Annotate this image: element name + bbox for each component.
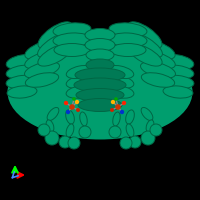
Ellipse shape <box>66 65 94 79</box>
Ellipse shape <box>110 44 146 56</box>
Circle shape <box>68 137 80 149</box>
Circle shape <box>150 124 162 136</box>
Circle shape <box>120 110 124 114</box>
Ellipse shape <box>141 107 153 121</box>
Ellipse shape <box>109 33 147 47</box>
Circle shape <box>115 104 121 110</box>
Circle shape <box>129 136 141 148</box>
Ellipse shape <box>141 73 175 87</box>
Circle shape <box>111 100 115 104</box>
Circle shape <box>141 131 155 145</box>
Ellipse shape <box>53 23 91 37</box>
Ellipse shape <box>146 120 154 132</box>
Circle shape <box>69 104 75 110</box>
Ellipse shape <box>126 110 134 124</box>
Ellipse shape <box>38 44 72 66</box>
Ellipse shape <box>106 65 134 79</box>
Ellipse shape <box>126 124 134 137</box>
Ellipse shape <box>80 112 87 126</box>
Ellipse shape <box>25 51 59 69</box>
Ellipse shape <box>74 78 126 92</box>
Ellipse shape <box>25 62 59 78</box>
Ellipse shape <box>6 65 38 79</box>
Ellipse shape <box>66 76 94 88</box>
Ellipse shape <box>25 41 59 59</box>
Circle shape <box>45 131 59 145</box>
Ellipse shape <box>54 44 90 56</box>
Ellipse shape <box>76 88 124 102</box>
Ellipse shape <box>128 33 162 57</box>
Ellipse shape <box>6 75 38 89</box>
Circle shape <box>75 100 79 104</box>
Ellipse shape <box>163 86 193 98</box>
Ellipse shape <box>66 86 94 98</box>
Ellipse shape <box>66 124 74 137</box>
Ellipse shape <box>109 23 147 37</box>
Circle shape <box>59 136 71 148</box>
Ellipse shape <box>106 86 134 98</box>
Ellipse shape <box>85 28 115 42</box>
Circle shape <box>76 108 80 112</box>
Circle shape <box>114 97 118 101</box>
Circle shape <box>64 101 68 105</box>
Ellipse shape <box>38 33 72 57</box>
Ellipse shape <box>38 22 72 48</box>
Ellipse shape <box>8 45 192 140</box>
Circle shape <box>38 124 50 136</box>
Circle shape <box>120 137 132 149</box>
Ellipse shape <box>75 68 125 82</box>
Ellipse shape <box>53 33 91 47</box>
Ellipse shape <box>141 41 175 59</box>
Ellipse shape <box>47 107 59 121</box>
Ellipse shape <box>66 110 74 124</box>
Circle shape <box>109 126 121 138</box>
Ellipse shape <box>78 98 122 112</box>
Ellipse shape <box>128 22 162 48</box>
Ellipse shape <box>7 86 37 98</box>
Ellipse shape <box>141 51 175 69</box>
Circle shape <box>79 126 91 138</box>
Ellipse shape <box>25 73 59 87</box>
Ellipse shape <box>85 38 115 51</box>
Ellipse shape <box>141 62 175 78</box>
Ellipse shape <box>162 65 194 79</box>
Ellipse shape <box>46 120 54 132</box>
Ellipse shape <box>113 112 120 126</box>
Circle shape <box>110 108 114 112</box>
Circle shape <box>122 101 126 105</box>
Ellipse shape <box>162 55 194 69</box>
Circle shape <box>72 97 76 101</box>
Ellipse shape <box>6 55 38 69</box>
Ellipse shape <box>86 59 114 71</box>
Ellipse shape <box>162 75 194 89</box>
Ellipse shape <box>128 44 162 66</box>
Circle shape <box>66 110 70 114</box>
Ellipse shape <box>86 49 114 61</box>
Ellipse shape <box>106 76 134 88</box>
